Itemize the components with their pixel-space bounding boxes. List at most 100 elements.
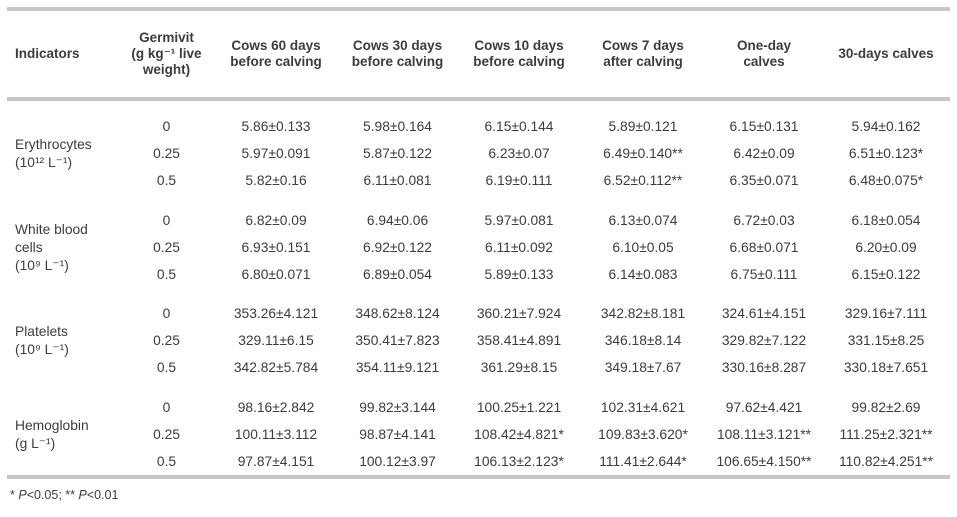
header-cows-60-days-before-calving: Cows 60 days before calving bbox=[215, 11, 337, 101]
value-cell: 6.10±0.05 bbox=[612, 239, 674, 255]
dose-cell: 0.25 bbox=[153, 239, 180, 255]
footnote-value-1: <0.05; bbox=[26, 488, 66, 502]
value-cell: 5.97±0.081 bbox=[484, 212, 554, 228]
table-row: 0.25 6.93±0.151 6.92±0.122 6.11±0.092 6.10±0… bbox=[7, 234, 950, 261]
table-row: White blood cells (10⁹ L⁻¹) 0 6.82±0.09 6.9… bbox=[7, 195, 950, 273]
value-cell: 110.82±4.251** bbox=[838, 453, 933, 469]
value-cell: 6.20±0.09 bbox=[855, 239, 917, 255]
bottom-rule bbox=[7, 475, 950, 479]
value-cell: 6.18±0.054 bbox=[851, 212, 921, 228]
value-cell: 6.75±0.111 bbox=[730, 266, 798, 282]
value-cell: 349.18±7.67 bbox=[604, 360, 682, 375]
indicator-group: Platelets (10⁹ L⁻¹) 0 353.26±4.121 348.62±8… bbox=[7, 288, 950, 382]
value-cell: 5.97±0.091 bbox=[241, 146, 311, 161]
footnote-marker-1: * bbox=[10, 488, 19, 502]
footnote-marker-2: ** bbox=[65, 488, 79, 502]
footnote-value-2: <0.01 bbox=[86, 488, 119, 502]
header-indicators: Indicators bbox=[7, 11, 118, 101]
value-cell: 342.82±5.784 bbox=[233, 360, 319, 375]
value-cell: 6.11±0.081 bbox=[363, 173, 432, 188]
table-row: 0.25 329.11±6.15 350.41±7.823 358.41±4.891 3… bbox=[7, 328, 950, 355]
value-cell: 6.23±0.07 bbox=[488, 146, 550, 161]
value-cell: 5.89±0.133 bbox=[484, 266, 554, 282]
value-cell: 331.15±8.25 bbox=[847, 333, 925, 348]
top-rule bbox=[7, 7, 950, 11]
value-cell: 5.98±0.164 bbox=[363, 119, 432, 134]
value-cell: 330.18±7.651 bbox=[843, 360, 929, 375]
value-cell: 100.25±1.221 bbox=[476, 399, 562, 415]
indicator-cell: Platelets (10⁹ L⁻¹) bbox=[15, 324, 69, 357]
header-one-day-calves: One-day calves bbox=[706, 11, 822, 101]
header-30-days-calves: 30-days calves bbox=[822, 11, 950, 101]
value-cell: 6.42±0.09 bbox=[733, 146, 795, 161]
header-cows-30-days-before-calving: Cows 30 days before calving bbox=[337, 11, 458, 101]
value-cell: 102.31±4.621 bbox=[600, 399, 686, 415]
value-cell: 6.49±0.140** bbox=[603, 146, 683, 161]
table-row: 0.5 342.82±5.784 354.11±9.121 361.29±8.15 34… bbox=[7, 355, 950, 382]
table-row: Platelets (10⁹ L⁻¹) 0 353.26±4.121 348.62±8… bbox=[7, 288, 950, 357]
value-cell: 358.41±4.891 bbox=[476, 333, 562, 348]
value-cell: 109.83±3.620* bbox=[598, 426, 688, 442]
value-cell: 6.68±0.071 bbox=[729, 239, 799, 255]
value-cell: 6.94±0.06 bbox=[366, 212, 429, 228]
indicator-cell: White blood cells (10⁹ L⁻¹) bbox=[15, 221, 88, 273]
value-cell: 346.18±8.14 bbox=[604, 333, 682, 348]
table-header: Indicators Germivit (g kg⁻¹ live weight)… bbox=[7, 11, 950, 101]
value-cell: 348.62±8.124 bbox=[355, 306, 440, 321]
value-cell: 6.89±0.054 bbox=[363, 266, 432, 282]
value-cell: 6.48±0.075* bbox=[848, 173, 924, 188]
value-cell: 6.51±0.123* bbox=[848, 146, 924, 161]
value-cell: 6.13±0.074 bbox=[608, 212, 678, 228]
dose-cell: 0.5 bbox=[156, 173, 177, 188]
value-cell: 329.11±6.15 bbox=[238, 333, 314, 348]
value-cell: 6.80±0.071 bbox=[241, 266, 311, 282]
value-cell: 98.16±2.842 bbox=[237, 399, 315, 415]
value-cell: 99.82±2.69 bbox=[851, 399, 921, 415]
value-cell: 97.62±4.421 bbox=[725, 399, 803, 415]
header-germivit-dose: Germivit (g kg⁻¹ live weight) bbox=[118, 11, 215, 101]
table-row: 0.5 5.82±0.16 6.11±0.081 6.19±0.111 6.52±0.1… bbox=[7, 168, 950, 195]
value-cell: 98.87±4.141 bbox=[359, 426, 436, 442]
value-cell: 106.65±4.150** bbox=[716, 453, 812, 469]
value-cell: 6.52±0.112** bbox=[603, 173, 683, 188]
value-cell: 6.15±0.144 bbox=[484, 119, 554, 134]
value-cell: 6.14±0.083 bbox=[608, 266, 678, 282]
value-cell: 99.82±3.144 bbox=[359, 399, 436, 415]
value-cell: 6.82±0.09 bbox=[245, 212, 307, 228]
value-cell: 5.86±0.133 bbox=[241, 119, 311, 134]
value-cell: 329.16±7.111 bbox=[844, 306, 928, 321]
value-cell: 5.87±0.122 bbox=[363, 146, 432, 161]
value-cell: 360.21±7.924 bbox=[476, 306, 562, 321]
dose-cell: 0.25 bbox=[153, 426, 180, 442]
value-cell: 5.94±0.162 bbox=[851, 119, 921, 134]
significance-footnote: * P<0.05; ** P<0.01 bbox=[7, 479, 950, 502]
value-cell: 6.35±0.071 bbox=[729, 173, 799, 188]
indicator-group: White blood cells (10⁹ L⁻¹) 0 6.82±0.09 6.9… bbox=[7, 195, 950, 289]
dose-cell: 0 bbox=[162, 306, 171, 321]
dose-cell: 0.25 bbox=[153, 146, 180, 161]
table-row: 0.25 5.97±0.091 5.87±0.122 6.23±0.07 6.49±0.… bbox=[7, 141, 950, 168]
value-cell: 353.26±4.121 bbox=[233, 306, 319, 321]
dose-cell: 0 bbox=[162, 212, 171, 228]
indicator-group: Hemoglobin (g L⁻¹) 0 98.16±2.842 99.82±3.14… bbox=[7, 382, 950, 476]
header-row: Indicators Germivit (g kg⁻¹ live weight)… bbox=[7, 11, 950, 101]
table-row: Erythrocytes (10¹² L⁻¹) 0 5.86±0.133 5.98±0… bbox=[7, 99, 950, 170]
value-cell: 111.41±2.644* bbox=[599, 453, 687, 469]
value-cell: 350.41±7.823 bbox=[355, 333, 440, 348]
value-cell: 6.15±0.122 bbox=[851, 266, 921, 282]
value-cell: 6.19±0.111 bbox=[485, 173, 553, 188]
value-cell: 6.72±0.03 bbox=[733, 212, 795, 228]
footnote-p-symbol-2: P bbox=[78, 488, 87, 502]
value-cell: 6.92±0.122 bbox=[363, 239, 432, 255]
dose-cell: 0.5 bbox=[156, 453, 177, 469]
hematology-table: Indicators Germivit (g kg⁻¹ live weight)… bbox=[7, 11, 950, 475]
value-cell: 108.11±3.121** bbox=[716, 426, 811, 442]
dose-cell: 0 bbox=[162, 119, 171, 134]
dose-cell: 0.5 bbox=[156, 266, 177, 282]
value-cell: 106.13±2.123* bbox=[474, 453, 564, 469]
dose-cell: 0 bbox=[162, 399, 171, 415]
indicator-cell: Hemoglobin (g L⁻¹) bbox=[15, 417, 89, 451]
value-cell: 100.12±3.97 bbox=[359, 453, 436, 469]
header-cows-10-days-before-calving: Cows 10 days before calving bbox=[458, 11, 580, 101]
